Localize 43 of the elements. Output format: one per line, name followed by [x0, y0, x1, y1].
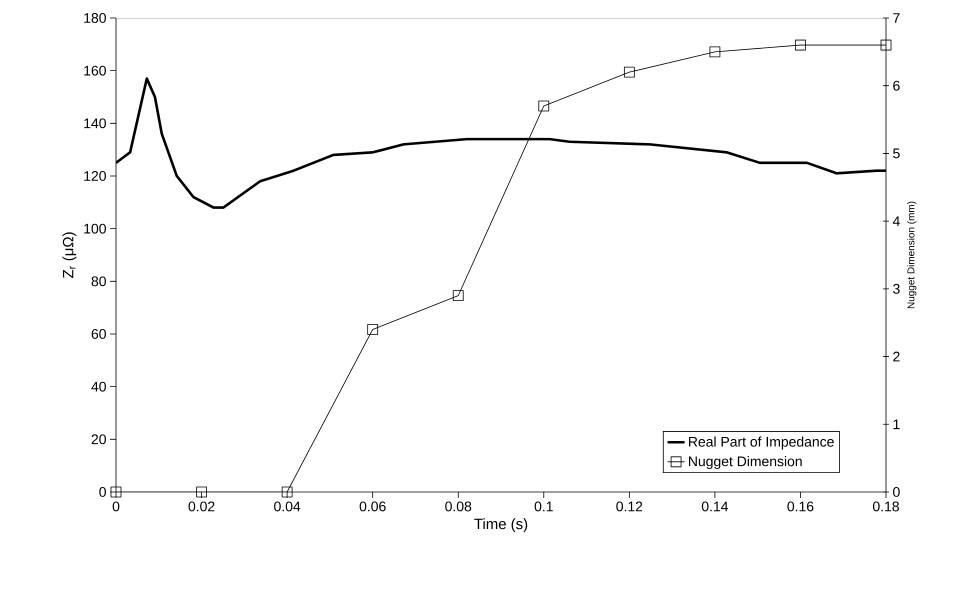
y-tick-label: 40: [91, 382, 106, 392]
y-tick-label: 180: [84, 13, 106, 23]
x-tick-label: 0.02: [188, 501, 214, 512]
y2-axis-title: Nugget Dimension (mm): [907, 202, 916, 308]
y2-tick-label: 3: [893, 284, 900, 294]
point: [880, 40, 892, 50]
point: [282, 486, 293, 498]
y2-tick-label: 6: [893, 80, 900, 91]
point: [624, 66, 635, 78]
y2-tick-label: 2: [893, 352, 900, 362]
legend-label: Nugget Dimension: [689, 456, 802, 470]
y2-tick-label: 5: [893, 148, 900, 158]
x-tick-label: 0.08: [445, 501, 472, 512]
y-axis-title: Z$_{r}$ (μΩ): [62, 232, 76, 278]
x-tick-label: 0.14: [702, 501, 728, 512]
y2-tick-label: 1: [894, 419, 900, 430]
point: [196, 486, 207, 498]
x-tick-label: 0.12: [616, 501, 642, 512]
point: [795, 40, 806, 50]
x-tick-label: 0.06: [360, 501, 386, 512]
x-tick-label: 0.16: [787, 501, 814, 512]
x-tick-label: 0.1: [534, 501, 553, 512]
y2-tick-label: 0: [893, 487, 900, 497]
x-tick-label: 0.18: [872, 501, 899, 512]
point: [452, 290, 464, 302]
point: [367, 324, 378, 335]
y-tick-label: 60: [92, 329, 106, 339]
x-tick-label: 0.04: [274, 501, 300, 512]
y-tick-label: 140: [84, 118, 106, 128]
x-tick-label: 0: [112, 501, 120, 512]
point: [709, 46, 720, 58]
legend-label: Real Part of Impedance: [689, 436, 834, 450]
point: [110, 486, 122, 498]
y-tick-label: 120: [84, 171, 106, 181]
y-tick-label: 20: [92, 434, 106, 444]
point: [538, 100, 550, 112]
y-tick-label: 100: [84, 224, 106, 234]
x-axis-title: Time (s): [474, 518, 528, 532]
y-tick-label: 80: [92, 276, 106, 286]
y2-tick-label: 7: [893, 13, 900, 23]
y-tick-label: 160: [84, 66, 106, 76]
y2-tick-label: 4: [892, 216, 900, 226]
y-tick-label: 0: [99, 487, 106, 497]
